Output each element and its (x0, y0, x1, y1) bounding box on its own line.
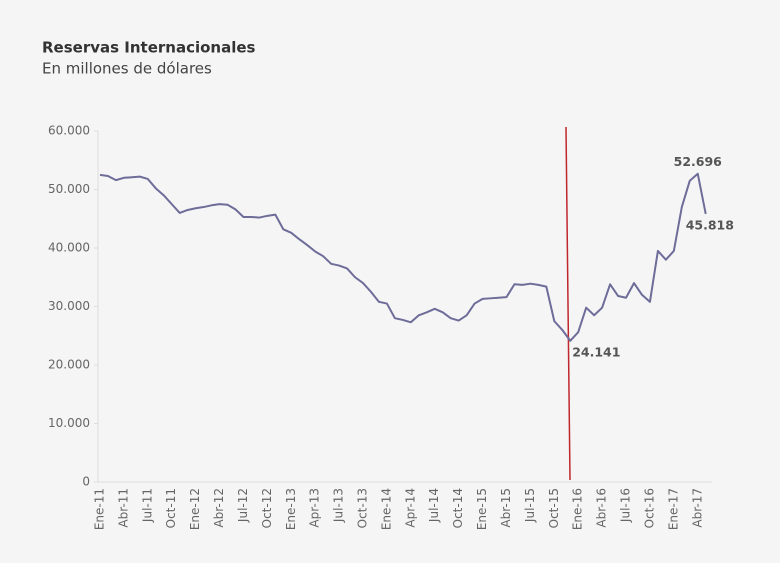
data-label: 45.818 (686, 217, 734, 232)
x-tick-label: Oct-14 (451, 488, 465, 528)
x-tick-label: Ene-16 (571, 488, 585, 530)
data-label: 52.696 (674, 154, 723, 169)
x-tick-label: Apr-14 (403, 488, 417, 528)
y-tick-label: 50.000 (48, 182, 90, 196)
x-tick-label: Oct-16 (642, 488, 656, 528)
x-tick-label: Ene-17 (666, 488, 680, 530)
event-line (565, 126, 571, 481)
chart-subtitle: En millones de dólares (42, 60, 212, 78)
x-tick-label: Jul-11 (140, 488, 154, 523)
line (99, 172, 707, 342)
x-tick-label: Oct-13 (356, 488, 370, 528)
chart-title: Reservas Internacionales (42, 39, 256, 57)
x-tick-label: Jul-13 (332, 488, 346, 523)
x-tick-label: Apr-13 (308, 488, 322, 528)
y-tick-label: 60.000 (48, 124, 90, 138)
x-tick-label: Jul-14 (427, 488, 441, 523)
y-tick-label: 20.000 (48, 358, 90, 372)
x-tick-label: Oct-11 (164, 488, 178, 528)
x-tick-label: Ene-11 (93, 488, 107, 530)
y-tick-label: 40.000 (48, 241, 90, 255)
x-tick-label: Jul-12 (236, 488, 250, 523)
x-tick-label: Abr-15 (499, 488, 513, 528)
x-tick-label: Abr-16 (595, 488, 609, 528)
y-tick-label: 30.000 (48, 299, 90, 313)
x-tick-label: Ene-12 (188, 488, 202, 530)
x-tick-label: Jul-16 (619, 488, 633, 523)
x-tick-label: Jul-15 (523, 488, 537, 523)
x-tick-label: Ene-15 (475, 488, 489, 530)
x-tick-label: Abr-11 (116, 488, 130, 528)
x-tick-label: Oct-12 (260, 488, 274, 528)
x-tick-label: Ene-13 (284, 488, 298, 530)
y-tick-label: 0 (82, 475, 90, 489)
data-label: 24.141 (572, 344, 620, 359)
x-tick-label: Abr-17 (690, 488, 704, 528)
y-tick-label: 10.000 (48, 416, 90, 430)
x-tick-label: Abr-12 (212, 488, 226, 528)
x-tick-label: Ene-14 (379, 488, 393, 530)
x-tick-label: Oct-15 (547, 488, 561, 528)
